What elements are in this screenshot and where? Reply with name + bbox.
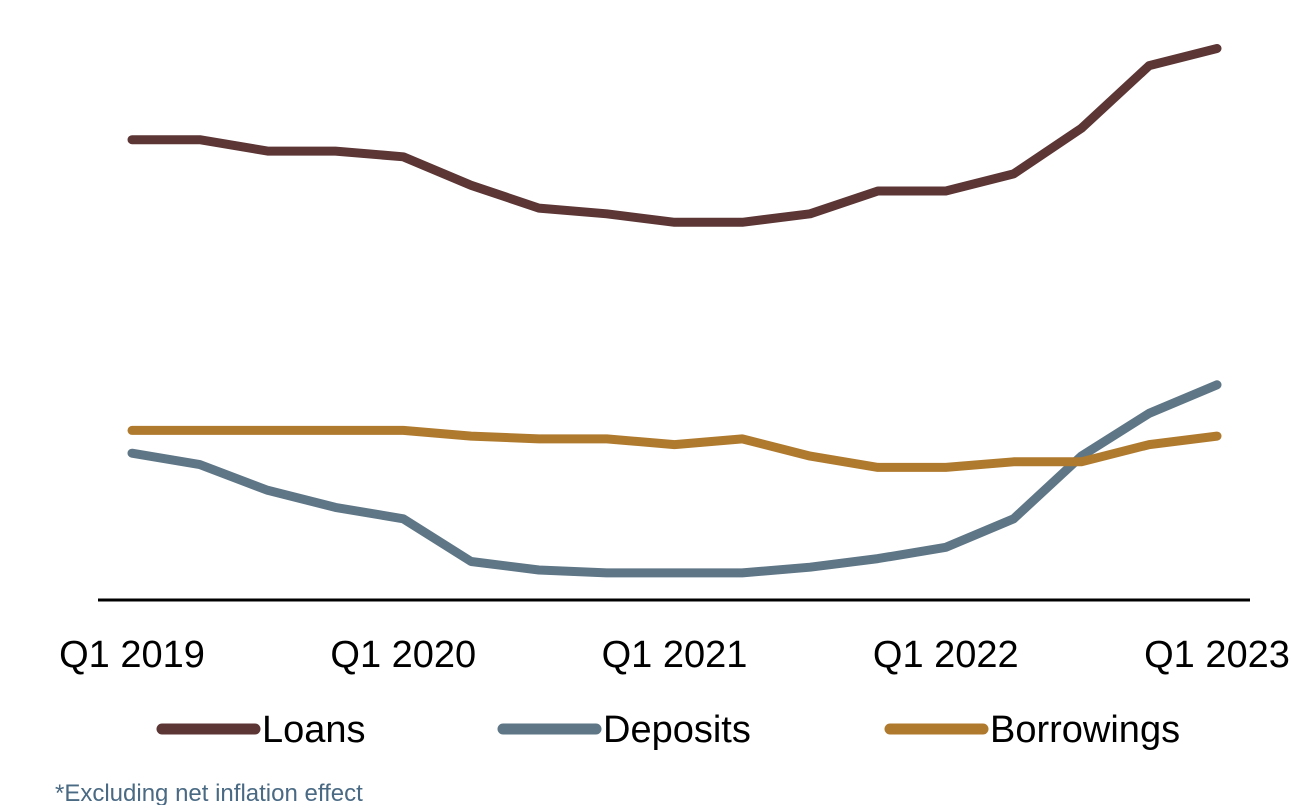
x-tick-label: Q1 2019 bbox=[59, 634, 205, 676]
legend-label-deposits: Deposits bbox=[603, 709, 751, 751]
legend-item-borrowings: Borrowings bbox=[884, 709, 1180, 751]
legend: Loans Deposits Borrowings bbox=[156, 709, 1180, 751]
footnote: *Excluding net inflation effect bbox=[55, 780, 363, 805]
x-tick-labels: Q1 2019 Q1 2020 Q1 2021 Q1 2022 Q1 2023 bbox=[59, 634, 1290, 676]
series-line-loans bbox=[127, 44, 1222, 227]
series-line-deposits bbox=[127, 380, 1222, 578]
x-tick-label: Q1 2021 bbox=[602, 634, 748, 676]
series-line-borrowings bbox=[127, 425, 1222, 472]
legend-item-deposits: Deposits bbox=[497, 709, 751, 751]
legend-label-loans: Loans bbox=[262, 709, 366, 751]
legend-label-borrowings: Borrowings bbox=[990, 709, 1180, 751]
x-tick-label: Q1 2023 bbox=[1144, 634, 1290, 676]
x-tick-label: Q1 2022 bbox=[873, 634, 1019, 676]
legend-item-loans: Loans bbox=[156, 709, 366, 751]
series-layer bbox=[127, 44, 1222, 578]
x-tick-label: Q1 2020 bbox=[330, 634, 476, 676]
